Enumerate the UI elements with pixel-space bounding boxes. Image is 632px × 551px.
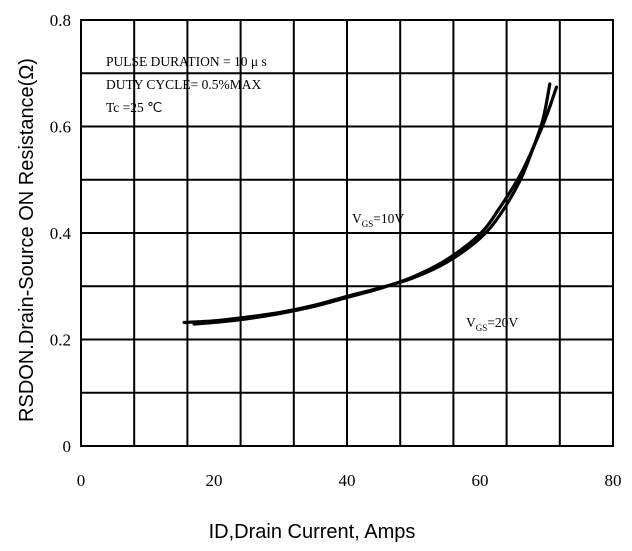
- x-tick-label: 20: [206, 471, 223, 490]
- tick-labels: 0 20 40 60 80 0 0.2 0.4 0.6 0.8: [50, 11, 622, 490]
- curves: [182, 82, 559, 326]
- annotation-duty: DUTY CYCLE= 0.5%MAX: [106, 77, 261, 92]
- x-axis-title: ID,Drain Current, Amps: [209, 521, 416, 543]
- y-tick-label: 0.8: [50, 11, 71, 30]
- plot-frame: [80, 19, 614, 447]
- x-tick-label: 80: [605, 471, 622, 490]
- x-tick-label: 0: [77, 471, 86, 490]
- annotation-block: PULSE DURATION = 10 μ s DUTY CYCLE= 0.5%…: [106, 54, 267, 115]
- annotation-pulse: PULSE DURATION = 10 μ s: [106, 54, 267, 69]
- x-tick-label: 40: [339, 471, 356, 490]
- series-label-20v: VGS=20V: [466, 315, 518, 333]
- series-line-1: [192, 85, 559, 326]
- x-tick-label: 60: [472, 471, 489, 490]
- y-axis-title: RSDON.Drain-Source ON Resistance(Ω): [16, 58, 38, 422]
- y-tick-label: 0: [63, 437, 72, 456]
- y-tick-label: 0.4: [50, 224, 72, 243]
- y-tick-label: 0.6: [50, 118, 71, 137]
- series-label-10v: VGS=10V: [352, 211, 404, 229]
- y-tick-label: 0.2: [50, 331, 71, 350]
- annotation-temp: Tc =25 ℃: [106, 100, 162, 115]
